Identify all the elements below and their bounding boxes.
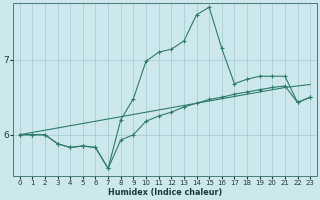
X-axis label: Humidex (Indice chaleur): Humidex (Indice chaleur) [108, 188, 222, 197]
